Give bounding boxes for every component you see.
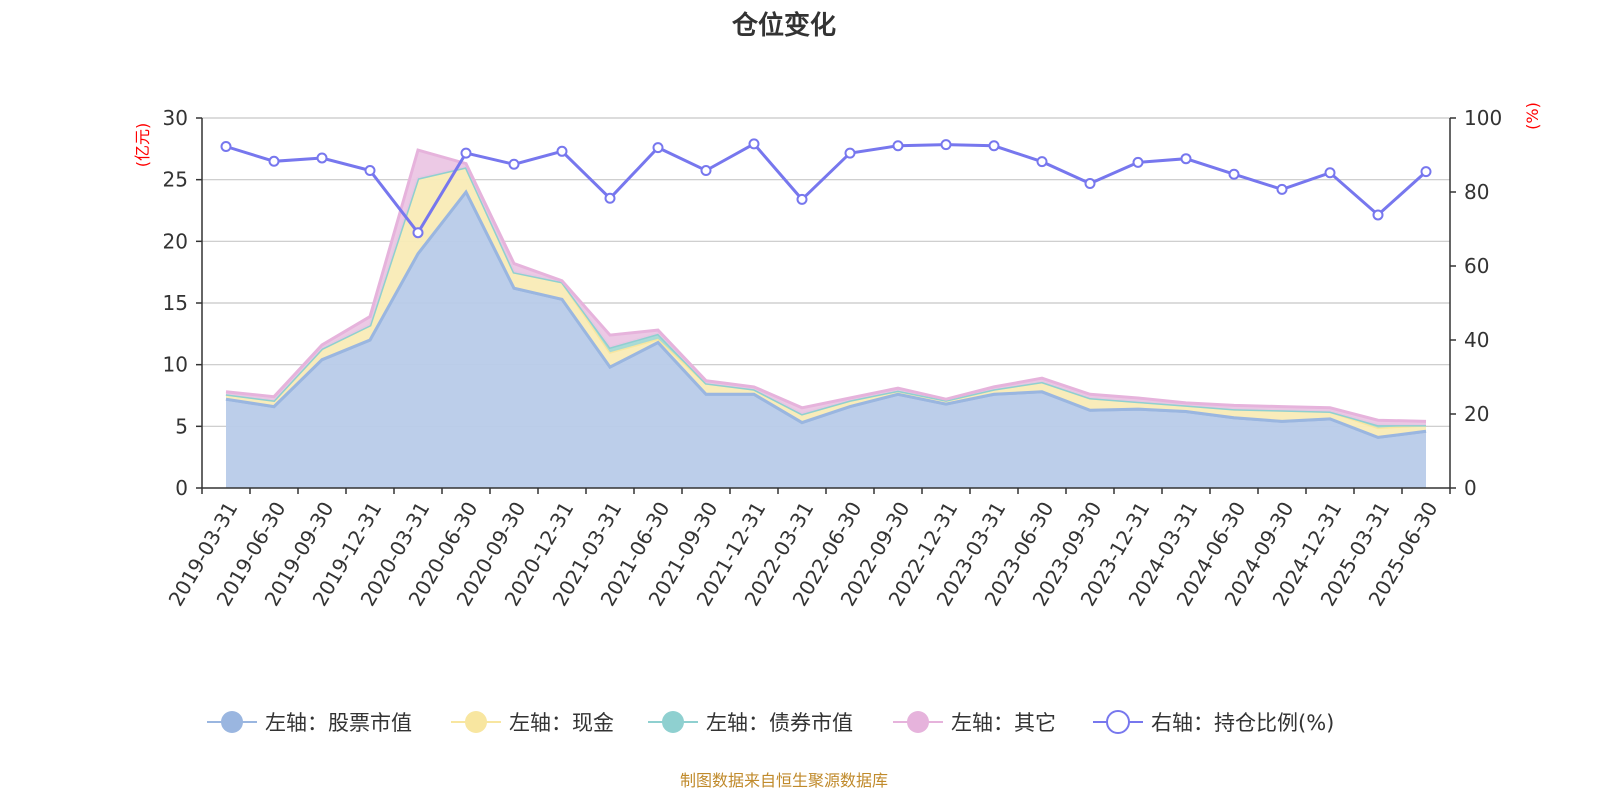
legend-label: 左轴：其它 xyxy=(951,711,1056,735)
left-tick-label: 15 xyxy=(163,291,188,315)
ratio-point xyxy=(700,165,712,177)
legend-label: 左轴：债券市值 xyxy=(706,711,853,735)
left-tick-label: 25 xyxy=(163,168,188,192)
ratio-point xyxy=(1084,177,1096,189)
left-tick-label: 20 xyxy=(163,229,188,253)
chart-title: 仓位变化 xyxy=(731,10,836,41)
ratio-point xyxy=(1372,209,1384,221)
legend-marker xyxy=(221,711,243,733)
ratio-point xyxy=(796,193,808,205)
ratio-point xyxy=(652,142,664,154)
right-axis-unit: (%) xyxy=(1523,102,1542,130)
stacked-areas xyxy=(225,148,1427,488)
legend-marker xyxy=(1106,710,1130,734)
legend-marker xyxy=(907,711,929,733)
left-tick-label: 5 xyxy=(175,414,188,438)
stock-edge-line xyxy=(225,189,1427,439)
area-edge-左轴：其它 xyxy=(225,148,1427,423)
ratio-point xyxy=(316,152,328,164)
right-tick-label: 0 xyxy=(1464,476,1477,500)
ratio-point xyxy=(268,155,280,167)
right-tick-label: 100 xyxy=(1464,106,1502,130)
ratio-point xyxy=(988,140,1000,152)
left-tick-label: 30 xyxy=(163,106,188,130)
ratio-point xyxy=(412,227,424,239)
legend-marker xyxy=(465,711,487,733)
position-ratio-line xyxy=(220,138,1432,239)
ratio-point xyxy=(460,147,472,159)
right-tick-label: 40 xyxy=(1464,328,1489,352)
ratio-line-path xyxy=(225,141,1428,236)
ratio-point xyxy=(556,145,568,157)
ratio-point xyxy=(220,140,232,152)
left-tick-label: 0 xyxy=(175,476,188,500)
legend-label: 左轴：现金 xyxy=(509,711,614,735)
ratio-point xyxy=(1036,156,1048,168)
ratio-point xyxy=(508,158,520,170)
ratio-point xyxy=(1276,183,1288,195)
right-tick-label: 20 xyxy=(1464,402,1489,426)
ratio-point xyxy=(844,147,856,159)
ratio-point xyxy=(892,140,904,152)
left-axis-unit: (亿元) xyxy=(133,123,152,168)
ratio-point xyxy=(748,138,760,150)
ratio-point xyxy=(940,139,952,151)
legend-label: 左轴：股票市值 xyxy=(265,711,412,735)
source-note: 制图数据来自恒生聚源数据库 xyxy=(680,771,888,790)
ratio-point xyxy=(1324,167,1336,179)
ratio-point xyxy=(1420,166,1432,178)
legend-label: 右轴：持仓比例(%) xyxy=(1151,711,1334,735)
left-tick-label: 10 xyxy=(163,353,188,377)
right-tick-label: 80 xyxy=(1464,180,1489,204)
legend: 左轴：股票市值 左轴：现金 左轴：债券市值 左轴：其它 右轴：持仓比例(%) xyxy=(207,710,1334,735)
ratio-point xyxy=(604,192,616,204)
ratio-point xyxy=(1180,153,1192,165)
ratio-point xyxy=(1132,156,1144,168)
ratio-point xyxy=(364,165,376,177)
right-tick-label: 60 xyxy=(1464,254,1489,278)
legend-marker xyxy=(662,711,684,733)
area-左轴：股票市值 xyxy=(226,192,1426,488)
ratio-point xyxy=(1228,168,1240,180)
